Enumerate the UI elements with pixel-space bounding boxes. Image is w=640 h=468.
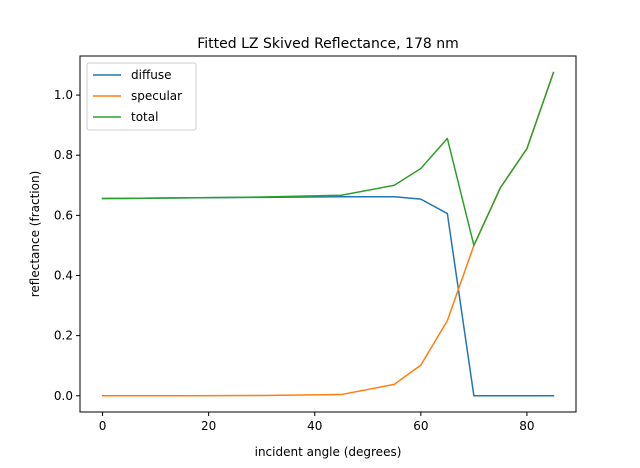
- y-tick-label: 0.0: [54, 389, 73, 403]
- legend-box: [86, 62, 197, 131]
- y-tick-label: 0.2: [54, 329, 73, 343]
- x-tick-label: 0: [99, 419, 107, 433]
- x-tick-label: 80: [519, 419, 534, 433]
- legend: diffuse specular total: [86, 62, 197, 131]
- legend-label-diffuse: diffuse: [131, 68, 171, 82]
- y-tick-label: 0.8: [54, 148, 73, 162]
- x-tick-label: 60: [413, 419, 428, 433]
- x-tick-label: 40: [307, 419, 322, 433]
- chart-title: Fitted LZ Skived Reflectance, 178 nm: [197, 36, 459, 52]
- y-axis-ticks: 0.0 0.2 0.4 0.6 0.8 1.0: [54, 88, 80, 403]
- y-tick-label: 1.0: [54, 88, 73, 102]
- plot-frame: [79, 55, 577, 413]
- y-tick-label: 0.6: [54, 208, 73, 222]
- x-axis-ticks: 0 20 40 60 80: [99, 412, 535, 433]
- series-line-total: [101, 71, 555, 247]
- x-axis-label: incident angle (degrees): [255, 445, 402, 459]
- plot-lines: [101, 71, 555, 397]
- x-tick-label: 20: [201, 419, 216, 433]
- y-tick-label: 0.4: [54, 268, 73, 282]
- legend-label-specular: specular: [131, 89, 182, 103]
- y-axis-label: reflectance (fraction): [28, 171, 42, 298]
- legend-label-total: total: [131, 110, 158, 124]
